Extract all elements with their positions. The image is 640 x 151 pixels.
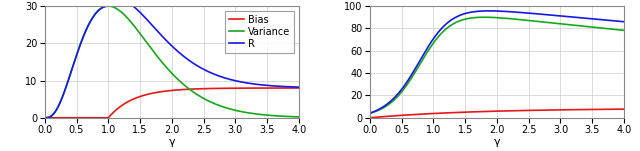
X-axis label: γ: γ xyxy=(493,137,500,147)
Legend: Bias, Variance, R: Bias, Variance, R xyxy=(225,11,294,53)
X-axis label: γ: γ xyxy=(168,137,175,147)
